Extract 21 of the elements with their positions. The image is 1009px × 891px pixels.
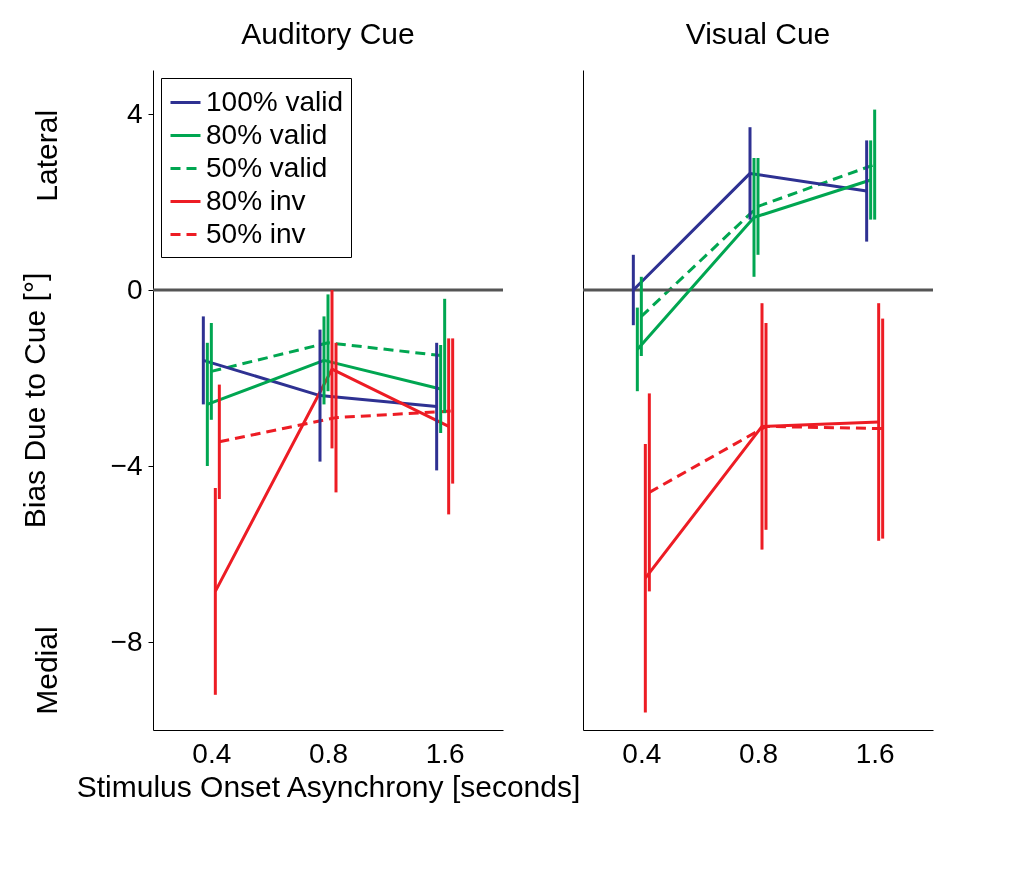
y-tick-label: −4 xyxy=(110,449,143,481)
x-tick-label: 0.8 xyxy=(309,737,348,769)
y-tick-label: −8 xyxy=(110,625,143,657)
legend-label: 50% inv xyxy=(206,217,306,249)
y-axis-title: Bias Due to Cue [°] xyxy=(17,272,51,529)
y-tick-label: 0 xyxy=(126,273,143,305)
x-tick-label: 1.6 xyxy=(855,737,895,769)
legend-label: 80% inv xyxy=(206,184,306,216)
legend-label: 100% valid xyxy=(206,85,343,117)
text: Medial xyxy=(30,626,63,715)
x-tick-label: 0.4 xyxy=(622,737,662,769)
legend-label: 80% valid xyxy=(206,118,328,150)
chart-title: Auditory Cue xyxy=(241,17,415,50)
x-tick-label: 0.8 xyxy=(739,737,778,769)
text: Lateral xyxy=(30,109,63,202)
chart-title: Visual Cue xyxy=(685,17,831,50)
legend-label: 50% valid xyxy=(206,151,328,183)
x-tick-label: 0.4 xyxy=(192,737,232,769)
x-tick-label: 1.6 xyxy=(425,737,465,769)
x-axis-title: Stimulus Onset Asynchrony [seconds] xyxy=(76,769,581,803)
y-tick-label: 4 xyxy=(126,97,143,129)
